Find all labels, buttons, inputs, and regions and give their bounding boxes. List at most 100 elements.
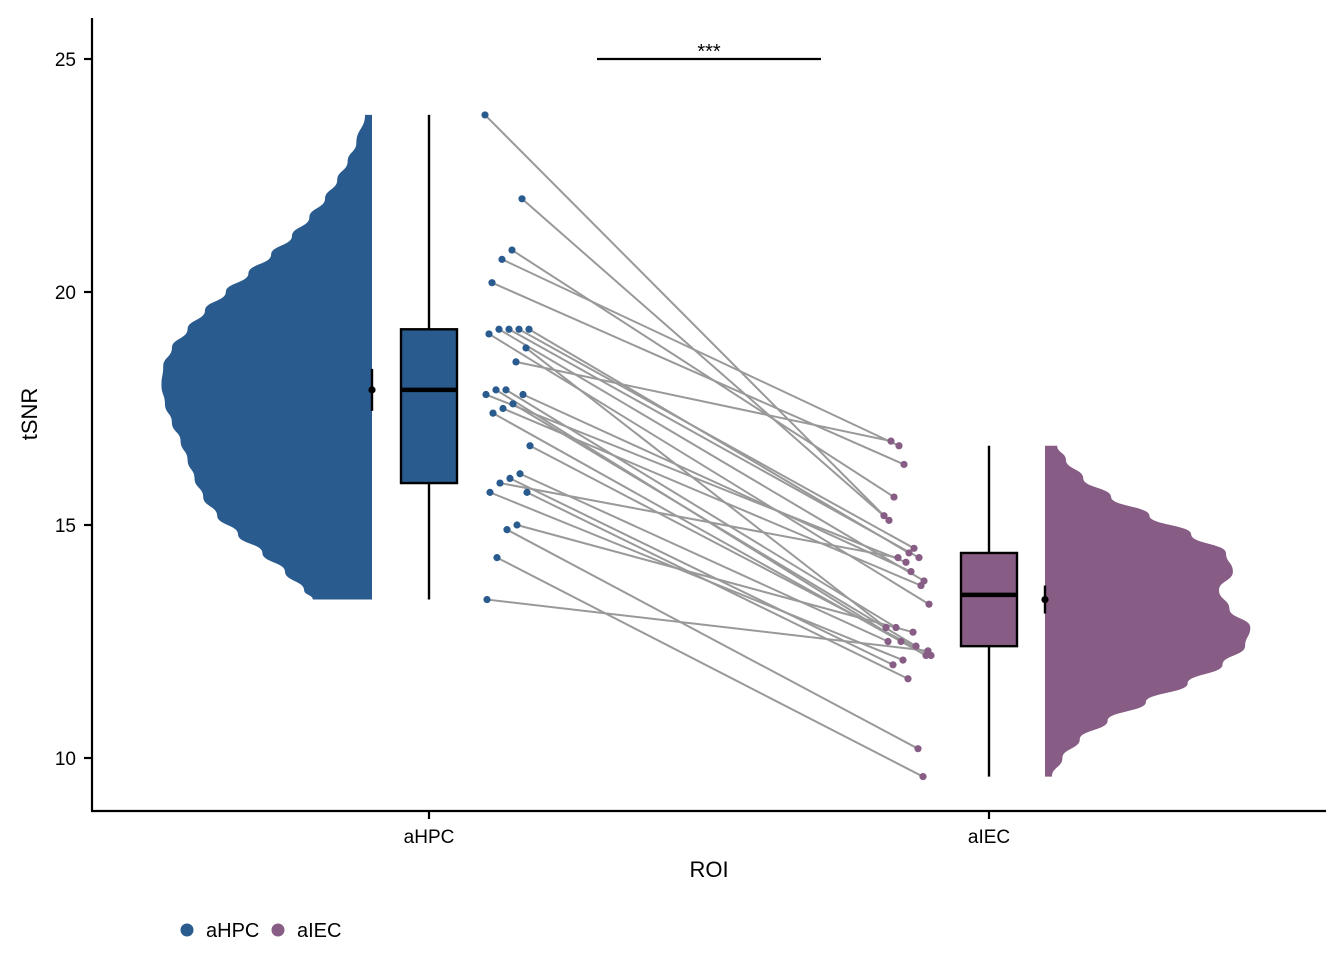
point-aIEC [909, 628, 917, 636]
point-aIEC [900, 460, 908, 469]
point-aHPC [513, 521, 521, 529]
point-aHPC [482, 390, 490, 399]
point-aIEC [904, 675, 912, 683]
legend-label-aIEC: aIEC [297, 920, 341, 942]
x-ticks: aHPC aIEC [404, 811, 1010, 848]
point-aIEC [899, 656, 907, 664]
y-tick-label: 20 [55, 283, 76, 304]
point-aHPC [483, 595, 491, 604]
legend: aHPC aIEC [180, 920, 341, 942]
pair-line [526, 491, 909, 680]
point-aIEC [885, 516, 893, 524]
point-aIEC [914, 745, 922, 753]
point-aIEC [889, 661, 897, 669]
box-aHPC [399, 328, 459, 485]
mean-point-aIEC [1041, 595, 1049, 604]
point-aHPC [499, 404, 507, 413]
pair-line [498, 328, 925, 582]
point-aIEC [892, 623, 900, 632]
point-aIEC [880, 512, 888, 520]
pair-line [525, 347, 887, 629]
point-aHPC [526, 442, 534, 450]
point-aIEC [910, 544, 918, 552]
pair-line [485, 393, 907, 564]
paired-lines [484, 114, 932, 778]
point-aHPC [498, 255, 506, 263]
y-tick-label: 15 [55, 516, 76, 537]
point-aIEC [890, 493, 898, 501]
point-aIEC [895, 442, 903, 450]
point-aHPC [516, 470, 524, 478]
point-aHPC [522, 344, 530, 352]
point-aIEC [905, 549, 913, 557]
x-axis-title: ROI [689, 857, 728, 882]
point-aHPC [486, 488, 494, 496]
point-aHPC [506, 474, 514, 482]
point-aHPC [502, 386, 510, 394]
point-aIEC [925, 600, 933, 608]
pair-line [522, 393, 912, 573]
pair-line [512, 402, 917, 648]
pair-line [502, 407, 922, 587]
y-axis-title: tSNR [17, 388, 42, 441]
x-tick-label: aIEC [968, 827, 1010, 848]
point-aIEC [907, 568, 915, 576]
point-aHPC [489, 409, 497, 417]
point-aHPC [508, 246, 516, 254]
point-aHPC [519, 390, 527, 399]
point-aHPC [495, 325, 503, 333]
pair-line [529, 444, 932, 657]
point-aIEC [924, 647, 932, 655]
pair-line [488, 333, 930, 606]
point-aIEC [894, 554, 902, 562]
point-aHPC [492, 386, 500, 394]
y-tick-label: 25 [55, 50, 76, 71]
point-aHPC [512, 358, 520, 366]
point-aIEC [917, 581, 925, 590]
pair-line [486, 598, 929, 652]
point-aHPC [509, 400, 517, 408]
y-tick-label: 10 [55, 749, 76, 770]
pair-line [499, 482, 899, 559]
significance-bracket: *** [597, 41, 821, 63]
legend-label-aHPC: aHPC [206, 920, 259, 942]
pair-line [515, 360, 892, 443]
point-aHPC [485, 330, 493, 338]
boxplots [368, 114, 1049, 777]
density-aIEC [1045, 445, 1251, 777]
box-aIEC [959, 551, 1019, 648]
y-ticks: 10 15 20 25 [55, 50, 92, 770]
mean-point-aHPC [368, 386, 376, 394]
legend-key-aIEC [271, 923, 285, 937]
pair-line [491, 281, 905, 466]
x-tick-label: aHPC [404, 827, 455, 848]
point-aHPC [515, 325, 523, 333]
point-aIEC [884, 637, 892, 646]
pair-line [506, 528, 919, 750]
legend-key-aHPC [180, 923, 194, 937]
pair-line [496, 556, 924, 778]
point-aHPC [503, 526, 511, 534]
point-aHPC [505, 325, 513, 333]
density-aHPC [161, 114, 372, 600]
pair-line [516, 524, 914, 634]
point-aHPC [518, 195, 526, 203]
point-aHPC [496, 479, 504, 487]
pair-line [509, 477, 894, 666]
pair-line [511, 249, 895, 498]
data-points [481, 111, 935, 781]
point-aHPC [481, 111, 489, 119]
point-aIEC [882, 623, 890, 632]
point-aHPC [488, 279, 496, 287]
pair-line [518, 328, 915, 550]
point-aIEC [919, 773, 927, 781]
point-aHPC [525, 325, 533, 333]
pair-line [501, 258, 900, 447]
pair-line [521, 198, 890, 522]
density-clouds [161, 114, 1251, 777]
point-aHPC [493, 554, 501, 562]
point-aIEC [912, 642, 920, 650]
point-aIEC [897, 637, 905, 646]
point-aIEC [887, 437, 895, 445]
